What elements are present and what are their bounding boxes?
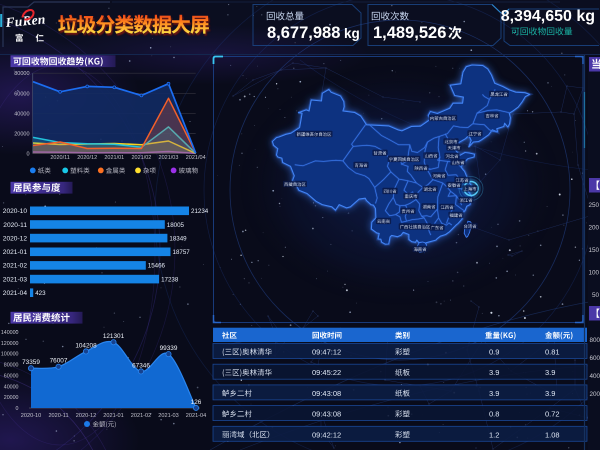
svg-text:40000: 40000 (4, 384, 19, 390)
svg-text:0: 0 (26, 152, 29, 158)
svg-text:09:47:12: 09:47:12 (312, 348, 341, 357)
svg-text:2021-04: 2021-04 (3, 290, 28, 297)
svg-text:09:43:08: 09:43:08 (312, 410, 341, 419)
svg-text:2020-11: 2020-11 (3, 222, 27, 229)
svg-text:2021-01: 2021-01 (3, 249, 28, 256)
svg-text:80000: 80000 (14, 71, 29, 77)
svg-text:3.9: 3.9 (489, 389, 499, 398)
svg-text:18005: 18005 (167, 222, 185, 229)
svg-text:2021-02: 2021-02 (131, 413, 152, 419)
svg-text:250: 250 (588, 202, 599, 209)
svg-text:8,394,650 kg: 8,394,650 kg (501, 8, 595, 25)
svg-text:2021/02: 2021/02 (131, 155, 151, 161)
svg-text:126: 126 (191, 399, 202, 406)
svg-text:8,677,988: 8,677,988 (267, 24, 340, 42)
svg-text:0.81: 0.81 (545, 348, 560, 357)
svg-text:20000: 20000 (4, 395, 19, 401)
svg-text:0: 0 (16, 406, 19, 412)
svg-text:2020/12: 2020/12 (77, 155, 97, 161)
svg-text:20000: 20000 (14, 131, 29, 137)
svg-text:09:45:22: 09:45:22 (312, 368, 341, 377)
svg-text:1.08: 1.08 (545, 430, 560, 439)
svg-text:140000: 140000 (1, 330, 19, 336)
svg-text:2020-10: 2020-10 (21, 413, 42, 419)
svg-text:3.9: 3.9 (545, 389, 555, 398)
svg-text:17238: 17238 (161, 276, 179, 283)
svg-text:2021-02: 2021-02 (3, 263, 28, 270)
svg-text:1.2: 1.2 (489, 430, 499, 439)
svg-text:40000: 40000 (14, 111, 29, 117)
svg-text:2020-10: 2020-10 (3, 208, 28, 215)
svg-text:50: 50 (592, 292, 600, 299)
svg-text:2020-12: 2020-12 (3, 235, 28, 242)
svg-text:2021-03: 2021-03 (3, 276, 28, 283)
svg-text:400: 400 (589, 373, 600, 380)
svg-text:99339: 99339 (160, 345, 178, 352)
svg-text:800: 800 (589, 337, 600, 344)
svg-text:2021-03: 2021-03 (158, 413, 179, 419)
svg-text:2021/03: 2021/03 (159, 155, 179, 161)
svg-text:60000: 60000 (14, 91, 29, 97)
svg-text:60000: 60000 (4, 373, 19, 379)
svg-text:kg: kg (344, 26, 360, 41)
svg-text:67346: 67346 (132, 362, 150, 369)
svg-text:104208: 104208 (75, 342, 97, 349)
svg-text:09:43:08: 09:43:08 (312, 389, 341, 398)
svg-text:0.8: 0.8 (489, 410, 499, 419)
svg-text:2021-04: 2021-04 (186, 413, 207, 419)
svg-text:120000: 120000 (1, 341, 19, 347)
svg-text:121301: 121301 (103, 333, 125, 340)
svg-text:423: 423 (35, 290, 46, 297)
svg-text:1,489,526: 1,489,526 (373, 24, 446, 42)
svg-text:73359: 73359 (22, 359, 40, 366)
svg-text:0.9: 0.9 (489, 348, 499, 357)
svg-text:0.72: 0.72 (545, 410, 560, 419)
svg-text:200: 200 (589, 391, 600, 398)
svg-text:150: 150 (588, 247, 599, 254)
svg-text:2020/11: 2020/11 (50, 155, 69, 161)
svg-text:2021/01: 2021/01 (104, 155, 124, 161)
svg-text:21234: 21234 (191, 208, 209, 215)
svg-text:15466: 15466 (148, 263, 166, 270)
svg-text:76007: 76007 (50, 358, 68, 365)
svg-text:18757: 18757 (173, 249, 191, 256)
svg-text:200: 200 (588, 225, 599, 232)
svg-text:09:42:12: 09:42:12 (312, 430, 341, 439)
svg-text:600: 600 (589, 355, 600, 362)
svg-text:2020-12: 2020-12 (76, 413, 97, 419)
svg-text:3.9: 3.9 (545, 368, 555, 377)
svg-text:FuRen: FuRen (4, 12, 46, 31)
svg-text:80000: 80000 (4, 363, 19, 369)
svg-text:2021/04: 2021/04 (186, 155, 206, 161)
svg-text:2020-11: 2020-11 (48, 413, 68, 419)
svg-text:100000: 100000 (1, 352, 19, 358)
svg-text:2021-01: 2021-01 (103, 413, 124, 419)
svg-text:18349: 18349 (169, 235, 187, 242)
svg-text:100: 100 (588, 270, 599, 277)
svg-text:3.9: 3.9 (489, 368, 499, 377)
